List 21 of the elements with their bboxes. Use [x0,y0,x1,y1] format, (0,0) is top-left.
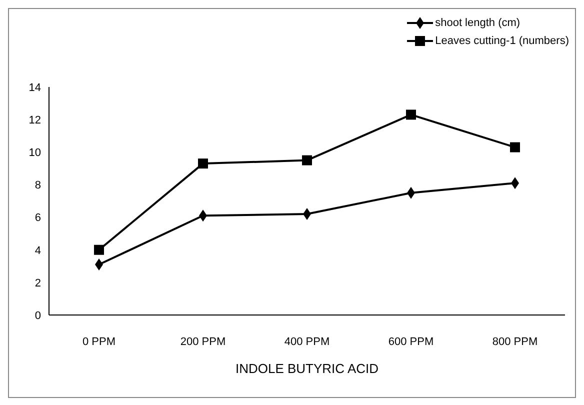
y-tick-label: 8 [34,180,41,192]
y-tick-label: 12 [28,114,41,126]
legend-label: shoot length (cm) [435,17,520,29]
point [510,142,520,152]
legend-label: Leaves cutting-1 (numbers) [435,35,569,47]
x-tick-label: 600 PPM [388,336,434,348]
x-tick-label: 200 PPM [180,336,226,348]
point [198,158,208,169]
y-tick-label: 0 [34,310,41,322]
y-tick-label: 6 [34,212,41,224]
x-tick-label: 800 PPM [492,336,538,348]
y-tick-label: 4 [34,244,41,257]
y-tick-label: 2 [34,277,41,290]
point [406,110,416,120]
y-tick-label: 14 [28,82,41,94]
x-tick-label: 0 PPM [82,336,116,348]
y-tick-label: 10 [28,147,41,160]
point [94,244,104,255]
point [302,155,312,166]
x-tick-label: 400 PPM [284,336,330,348]
x-axis-title: INDOLE BUTYRIC ACID [235,361,379,376]
